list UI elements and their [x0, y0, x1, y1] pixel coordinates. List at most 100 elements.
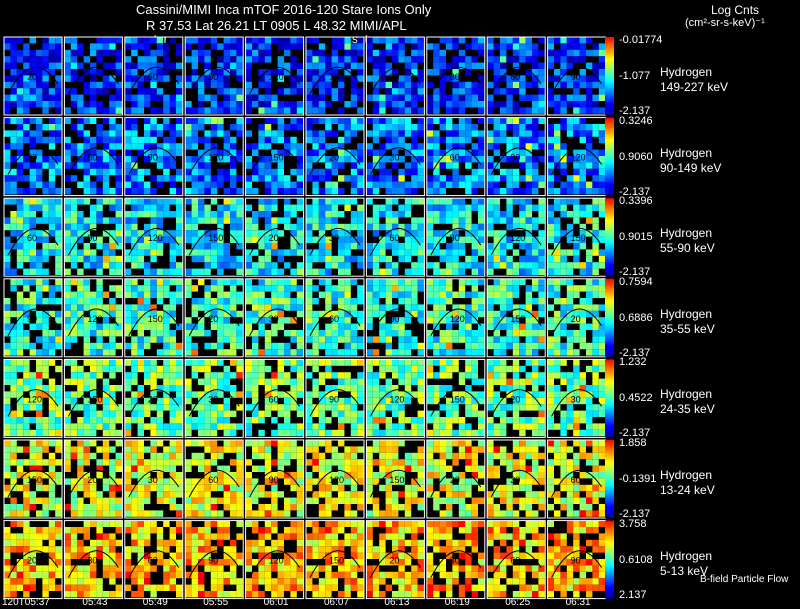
- heatmap-cell: [318, 484, 326, 492]
- heatmap-cell: [217, 472, 224, 479]
- heatmap-cell: [191, 304, 198, 311]
- heatmap-cell: [487, 136, 494, 144]
- heatmap-cell: [579, 429, 586, 437]
- heatmap-cell: [198, 298, 205, 305]
- heatmap-cell: [198, 497, 205, 504]
- heatmap-cell: [10, 285, 17, 292]
- heatmap-cell: [372, 391, 380, 398]
- heatmap-cell: [547, 62, 554, 69]
- heatmap-cell: [487, 323, 494, 330]
- heatmap-cell: [398, 181, 405, 188]
- heatmap-cell: [357, 188, 364, 195]
- heatmap-cell: [458, 124, 466, 131]
- heatmap-cell: [23, 378, 30, 385]
- heatmap-cell: [372, 149, 380, 156]
- heatmap-cell: [519, 404, 526, 411]
- heatmap-cell: [150, 188, 157, 195]
- heatmap-cell: [318, 459, 326, 466]
- heatmap-cell: [500, 136, 507, 144]
- heatmap-cell: [245, 484, 252, 492]
- heatmap-cell: [426, 440, 434, 447]
- heatmap-cell: [592, 410, 599, 417]
- heatmap-cell: [579, 43, 586, 50]
- heatmap-cell: [404, 94, 412, 101]
- heatmap-cell: [102, 130, 110, 137]
- heatmap-cell: [519, 37, 526, 44]
- heatmap-cell: [519, 330, 526, 337]
- heatmap-cell: [230, 440, 237, 447]
- heatmap-cell: [379, 243, 386, 250]
- heatmap-cell: [598, 107, 606, 114]
- heatmap-cell: [586, 204, 593, 211]
- heatmap-cell: [411, 143, 418, 150]
- heatmap-cell: [223, 143, 230, 150]
- heatmap-cell: [55, 459, 62, 466]
- heatmap-cell: [471, 243, 478, 250]
- heatmap-cell: [318, 417, 326, 424]
- heatmap-cell: [176, 62, 183, 69]
- heatmap-cell: [10, 117, 17, 124]
- heatmap-cell: [23, 255, 30, 263]
- heatmap-cell: [70, 317, 78, 324]
- heatmap-cell: [131, 304, 138, 311]
- heatmap-cell: [169, 440, 176, 447]
- heatmap-cell: [547, 410, 554, 417]
- heatmap-cell: [29, 168, 36, 176]
- heatmap-cell: [210, 429, 218, 437]
- heatmap-cell: [338, 62, 345, 69]
- heatmap-cell: [198, 278, 205, 286]
- heatmap-cell: [217, 497, 224, 504]
- heatmap-cell: [48, 88, 56, 95]
- heatmap-cell: [325, 484, 332, 492]
- contour-line: [128, 228, 180, 256]
- heatmap-cell: [433, 236, 440, 243]
- heatmap-cell: [277, 156, 284, 163]
- heatmap-cell: [554, 56, 561, 63]
- heatmap-cell: [271, 429, 278, 437]
- heatmap-cell: [90, 330, 97, 337]
- heatmap-cell: [385, 285, 392, 292]
- heatmap-cell: [277, 452, 284, 460]
- heatmap-cell: [191, 62, 198, 69]
- heatmap-cell: [77, 440, 84, 447]
- heatmap-cell: [372, 417, 380, 424]
- heatmap-cell: [185, 391, 192, 398]
- heatmap-cell: [198, 94, 205, 101]
- heatmap-cell: [538, 359, 545, 366]
- heatmap-cell: [439, 88, 446, 95]
- heatmap-cell: [258, 136, 265, 144]
- heatmap-cell: [512, 268, 520, 275]
- heatmap-cell: [487, 175, 494, 182]
- heatmap-cell: [379, 323, 386, 330]
- heatmap-cell: [210, 310, 218, 318]
- heatmap-cell: [124, 69, 132, 76]
- heatmap-cell: [433, 204, 440, 211]
- heatmap-cell: [90, 75, 97, 82]
- heatmap-cell: [277, 69, 284, 76]
- heatmap-cell: [83, 162, 90, 169]
- heatmap-cell: [525, 310, 532, 318]
- heatmap-cell: [331, 429, 338, 437]
- heatmap-cell: [586, 268, 593, 275]
- heatmap-cell: [115, 478, 122, 485]
- heatmap-cell: [217, 175, 224, 182]
- heatmap-cell: [198, 504, 205, 511]
- contour-label: 60: [208, 475, 218, 485]
- heatmap-cell: [90, 168, 97, 176]
- heatmap-cell: [398, 330, 405, 337]
- heatmap-cell: [519, 49, 526, 57]
- heatmap-cell: [318, 243, 326, 250]
- heatmap-cell: [210, 497, 218, 504]
- heatmap-cell: [512, 304, 520, 311]
- heatmap-cell: [385, 211, 392, 218]
- heatmap-cell: [417, 472, 424, 479]
- heatmap-cell: [29, 130, 36, 137]
- panel-border: [305, 278, 365, 358]
- heatmap-cell: [487, 130, 494, 137]
- heatmap-cell: [338, 268, 345, 275]
- heatmap-cell: [131, 417, 138, 424]
- heatmap-cell: [264, 181, 272, 188]
- heatmap-cell: [252, 310, 259, 318]
- heatmap-cell: [592, 310, 599, 318]
- heatmap-cell: [392, 162, 399, 169]
